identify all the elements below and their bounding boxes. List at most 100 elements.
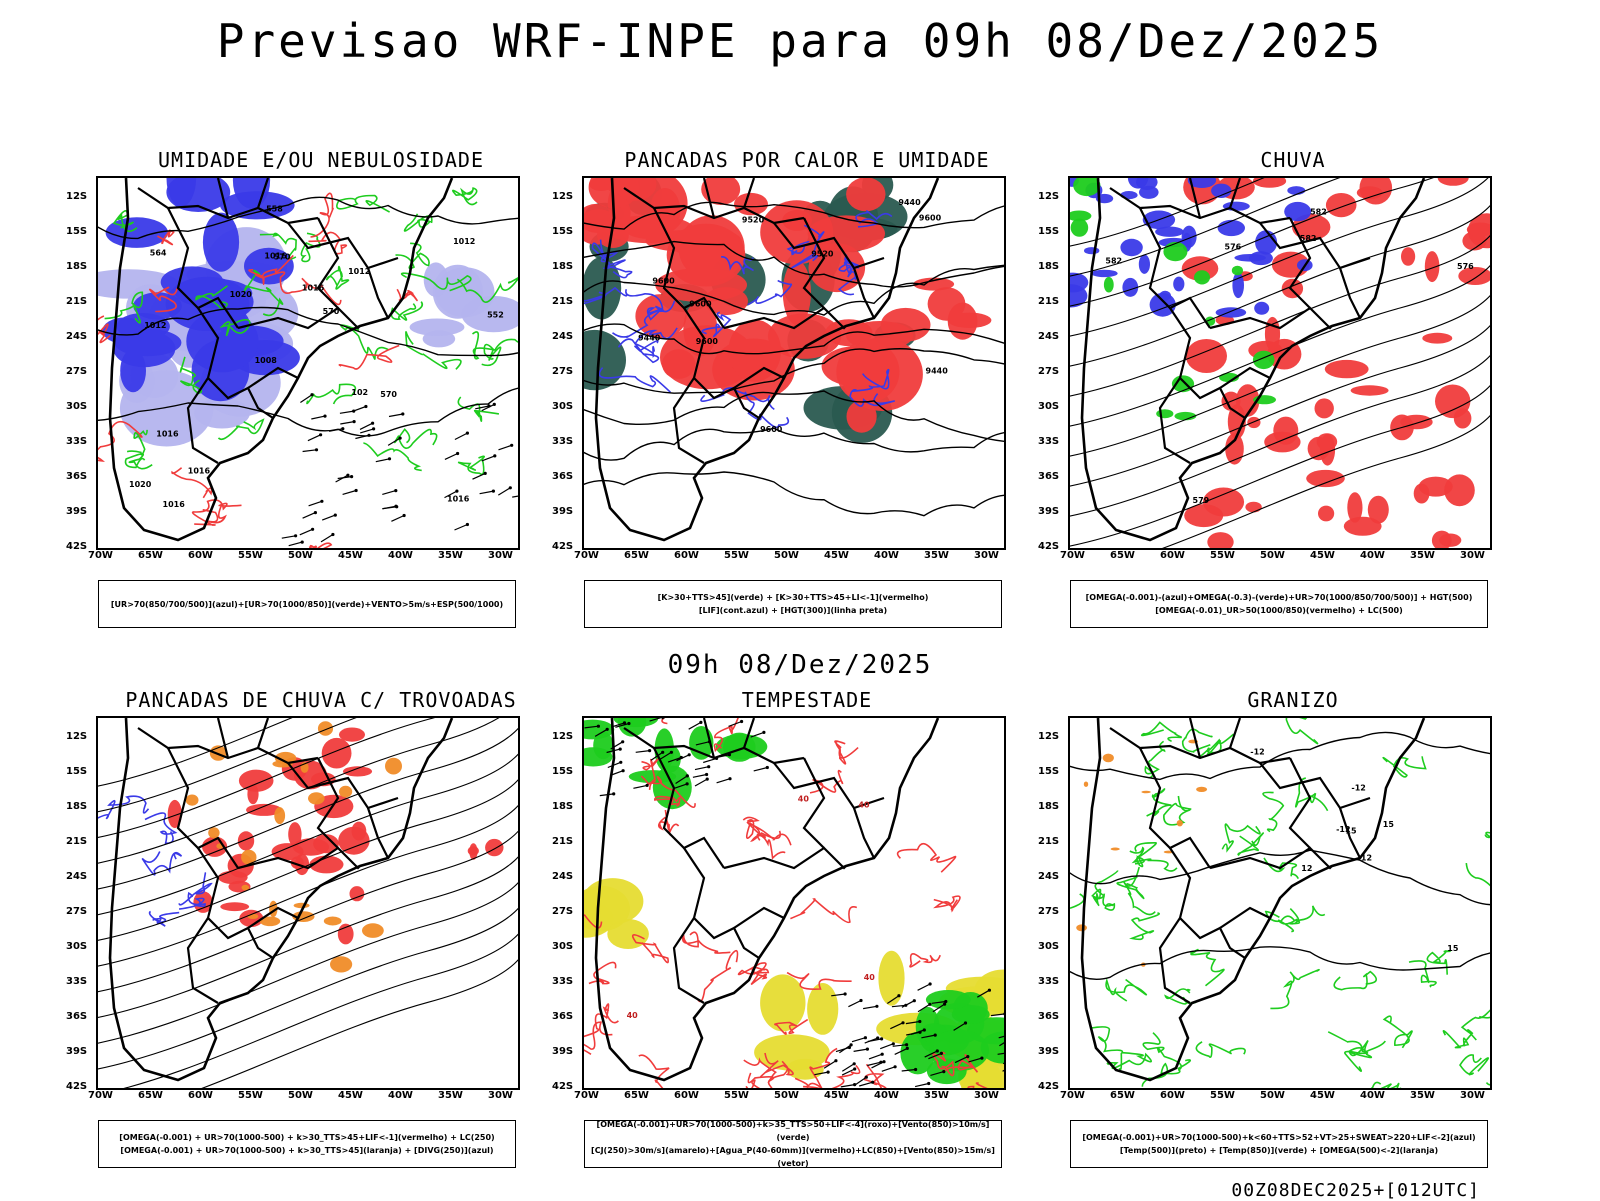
wind-vector	[879, 1043, 894, 1050]
lat-tick-label: 33S	[66, 976, 88, 987]
wind-vector	[854, 1076, 867, 1086]
lat-tick-label: 18S	[66, 801, 88, 812]
temp-850-green-contour	[1070, 893, 1085, 909]
lon-tick-label: 40W	[1360, 1090, 1385, 1101]
lon-tick-label: 40W	[388, 1090, 413, 1101]
contour-label: 1016	[156, 430, 179, 439]
contour-label: 1020	[230, 290, 253, 299]
contour-line	[1070, 946, 1490, 980]
border-line	[167, 207, 239, 329]
precip-water-red-contour	[746, 821, 792, 846]
thickness-red-contour	[149, 286, 178, 313]
lon-tick-label: 35W	[924, 1090, 949, 1101]
lat-tick-label: 12S	[66, 731, 88, 742]
wind-vector	[814, 1071, 829, 1076]
streamline	[98, 779, 518, 941]
coastline	[594, 718, 940, 1082]
lif-blue-contour	[612, 300, 676, 339]
wind-vector-head	[401, 412, 405, 416]
lat-tick-label: 15S	[552, 226, 574, 237]
wind-vector	[360, 428, 374, 434]
lon-tick-label: 60W	[188, 1090, 213, 1101]
humidity-green-contour	[457, 455, 486, 476]
wind-vector	[375, 458, 390, 463]
k-tts-li-red-area	[666, 223, 746, 287]
wind-vector	[302, 449, 317, 453]
wind-vector-head	[605, 727, 609, 731]
jet-yellow-area	[607, 919, 649, 949]
wind-vector	[328, 428, 343, 432]
wind-vector-head	[619, 760, 623, 764]
map-frame: -12 -12 -12 -12 12 15 15 15	[1068, 716, 1492, 1090]
border-line	[316, 757, 340, 849]
wind-vector-head	[765, 765, 769, 770]
contour-label: 570	[323, 307, 340, 316]
divergence-blue-contour	[98, 795, 150, 820]
contour-label: 582	[1310, 207, 1327, 216]
rain-red-area	[1225, 433, 1244, 465]
omega-orange-area	[1196, 786, 1208, 792]
humidity-green-contour	[457, 396, 500, 422]
contour-label: 570	[274, 252, 291, 261]
wind-vector	[302, 512, 316, 519]
wind-vector-head	[699, 720, 703, 724]
wind-vector-head	[300, 540, 304, 544]
rain-red-area	[1314, 398, 1334, 419]
wind-vector-head	[669, 750, 673, 754]
lat-tick-label: 12S	[1038, 191, 1060, 202]
humidity-green-contour	[112, 210, 138, 232]
wind-vector	[840, 1084, 855, 1088]
legend-line: [UR>70(850/700/500)](azul)+[UR>70(1000/8…	[110, 599, 504, 609]
humidity-light-area	[423, 262, 449, 297]
contour-label: 570	[380, 390, 397, 399]
border-line	[1338, 807, 1361, 859]
wind-vector	[851, 1037, 866, 1043]
wind-vector	[321, 514, 336, 521]
temp-850-green-contour	[1285, 718, 1319, 745]
wind-vector	[584, 725, 599, 729]
streamline	[98, 753, 518, 916]
omega-blue-area	[1232, 272, 1244, 299]
temp-850-green-contour	[1195, 1041, 1246, 1058]
wind-vector	[753, 766, 768, 772]
omega-orange-area	[1076, 924, 1087, 932]
lat-tick-label: 42S	[66, 1081, 88, 1092]
panel-title: CHUVA	[1260, 148, 1326, 172]
humidity-green-contour	[481, 343, 502, 367]
temp-850-green-contour	[1408, 960, 1437, 988]
contour-label: 9520	[811, 250, 834, 259]
geo-lines	[594, 178, 940, 542]
thunder-red-area	[167, 799, 182, 829]
wind-vector-head	[966, 1055, 970, 1059]
panel-legend: [UR>70(850/700/500)](azul)+[UR>70(1000/8…	[98, 580, 516, 628]
temp-850-green-contour	[1426, 950, 1451, 975]
wind-vector	[355, 434, 370, 440]
wind-vector	[905, 1020, 920, 1025]
humidity-green-contour	[393, 428, 438, 450]
wind-vector-head	[311, 527, 315, 531]
rain-red-area	[1273, 416, 1299, 445]
omega-green-area	[1174, 411, 1197, 421]
wind-vector-head	[928, 1002, 932, 1006]
precip-water-red-contour	[682, 931, 731, 954]
lon-tick-label: 60W	[1160, 550, 1185, 561]
lat-tick-label: 33S	[552, 976, 574, 987]
wind-vector	[387, 437, 401, 446]
thunder-orange-area	[293, 902, 310, 909]
streamline	[98, 856, 518, 1018]
border-line	[742, 718, 756, 749]
wind-vector	[954, 1056, 969, 1064]
thickness-red-contour	[248, 254, 294, 286]
lat-tick-label: 39S	[552, 506, 574, 517]
thunder-orange-area	[362, 923, 384, 938]
wind-vector-head	[465, 522, 469, 527]
wind-vector	[479, 490, 494, 495]
rain-red-area	[1185, 339, 1227, 373]
wind-vector	[894, 1047, 908, 1055]
omega-blue-area	[1070, 272, 1089, 293]
wind-vector	[823, 1060, 837, 1069]
lif-blue-contour	[843, 254, 861, 274]
contour-line	[98, 306, 518, 357]
wind-vector	[308, 500, 323, 507]
lon-tick-label: 30W	[974, 1090, 999, 1101]
